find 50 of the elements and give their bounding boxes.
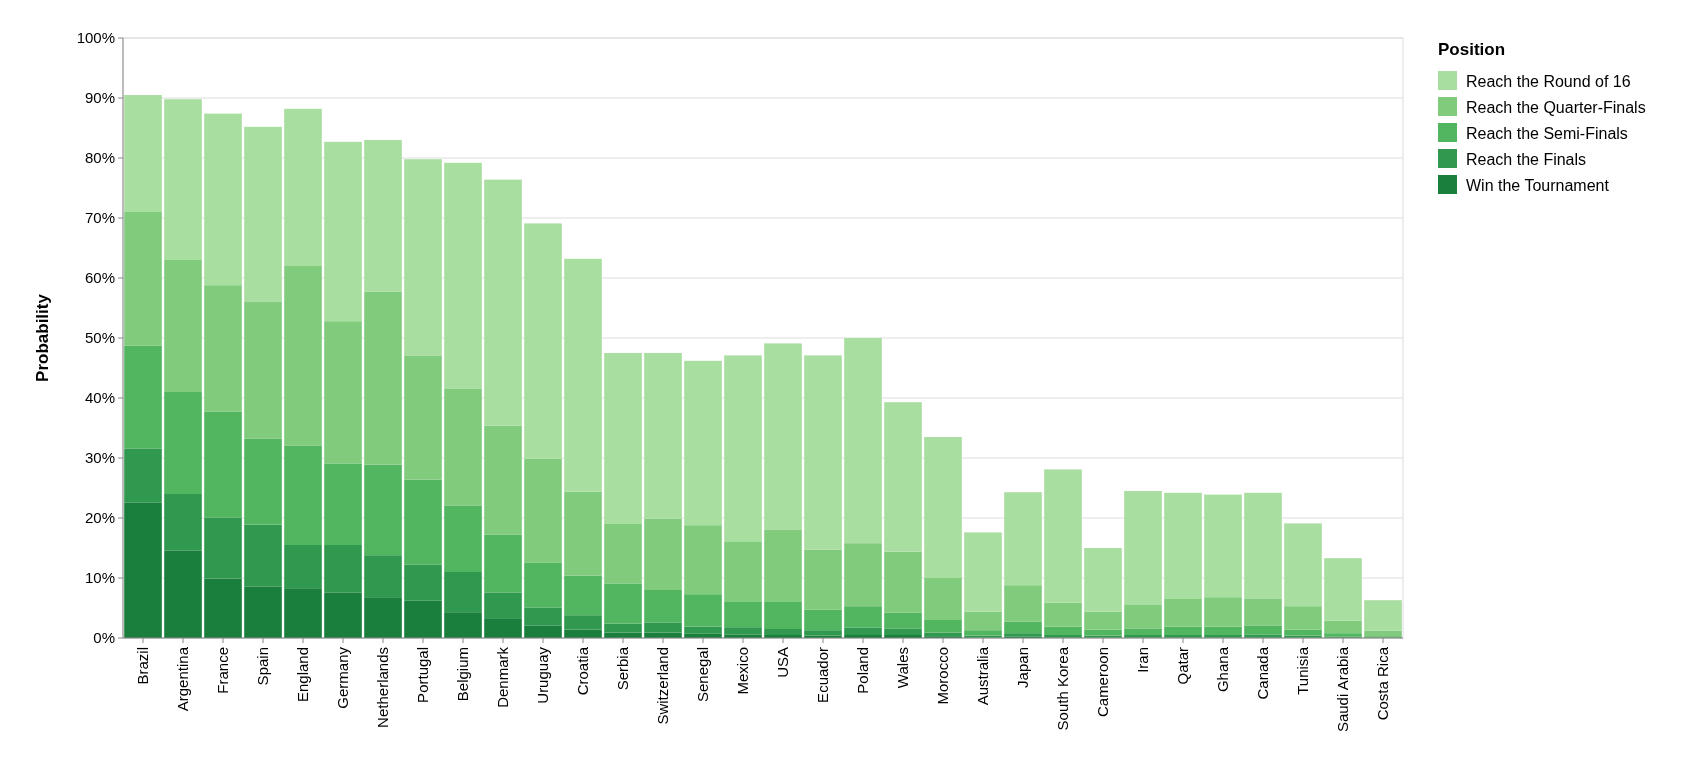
y-tick-label: 60% [84, 269, 115, 287]
y-tick-label: 0% [93, 629, 115, 647]
x-tick-label: Serbia [614, 646, 632, 691]
x-tick-label: England [294, 647, 312, 703]
x-tick-label: Uruguay [534, 646, 552, 704]
x-tick-label: France [214, 647, 232, 694]
x-tick-label: Belgium [454, 647, 472, 702]
x-tick-label: Tunisia [1294, 646, 1312, 695]
legend-label: Reach the Round of 16 [1466, 72, 1631, 90]
x-tick-label: Iran [1134, 647, 1152, 673]
legend-label: Reach the Semi-Finals [1466, 124, 1628, 142]
x-tick-label: Spain [254, 647, 272, 686]
y-tick-label: 90% [84, 89, 115, 107]
x-tick-label: Canada [1254, 646, 1272, 700]
y-tick-label: 10% [84, 569, 115, 587]
x-tick-label: South Korea [1054, 646, 1072, 731]
x-tick-label: Ghana [1214, 646, 1232, 693]
y-tick-label: 70% [84, 209, 115, 227]
x-tick-label: Mexico [734, 647, 752, 695]
x-tick-label: Denmark [494, 646, 512, 708]
x-tick-label: Argentina [174, 646, 192, 712]
y-tick-label: 40% [84, 389, 115, 407]
x-tick-label: Croatia [574, 646, 592, 696]
x-tick-label: Costa Rica [1374, 646, 1392, 721]
x-tick-label: Netherlands [374, 647, 392, 728]
x-tick-label: Ecuador [814, 647, 832, 703]
y-tick-label: 30% [84, 449, 115, 467]
x-tick-label: Switzerland [654, 647, 672, 725]
x-tick-label: Germany [334, 646, 352, 709]
y-axis-title: Probability [33, 293, 52, 382]
x-tick-label: Saudi Arabia [1334, 646, 1352, 733]
x-tick-label: Poland [854, 647, 872, 694]
legend-label: Win the Tournament [1466, 176, 1610, 194]
legend-title: Position [1438, 40, 1506, 59]
x-tick-label: Australia [974, 646, 992, 706]
x-tick-label: Wales [894, 647, 912, 689]
y-tick-label: 20% [84, 509, 115, 527]
legend-label: Reach the Finals [1466, 150, 1587, 168]
y-tick-label: 50% [84, 329, 115, 347]
x-tick-label: Portugal [414, 647, 432, 703]
y-tick-label: 80% [84, 149, 115, 167]
x-tick-label: USA [774, 647, 792, 678]
x-tick-label: Cameroon [1094, 647, 1112, 718]
x-tick-label: Brazil [134, 647, 152, 685]
x-tick-label: Senegal [694, 647, 712, 703]
y-tick-label: 100% [76, 29, 115, 47]
x-tick-label: Japan [1014, 647, 1032, 688]
x-tick-label: Morocco [934, 647, 952, 705]
legend-label: Reach the Quarter-Finals [1466, 98, 1646, 116]
x-tick-label: Qatar [1174, 647, 1192, 685]
